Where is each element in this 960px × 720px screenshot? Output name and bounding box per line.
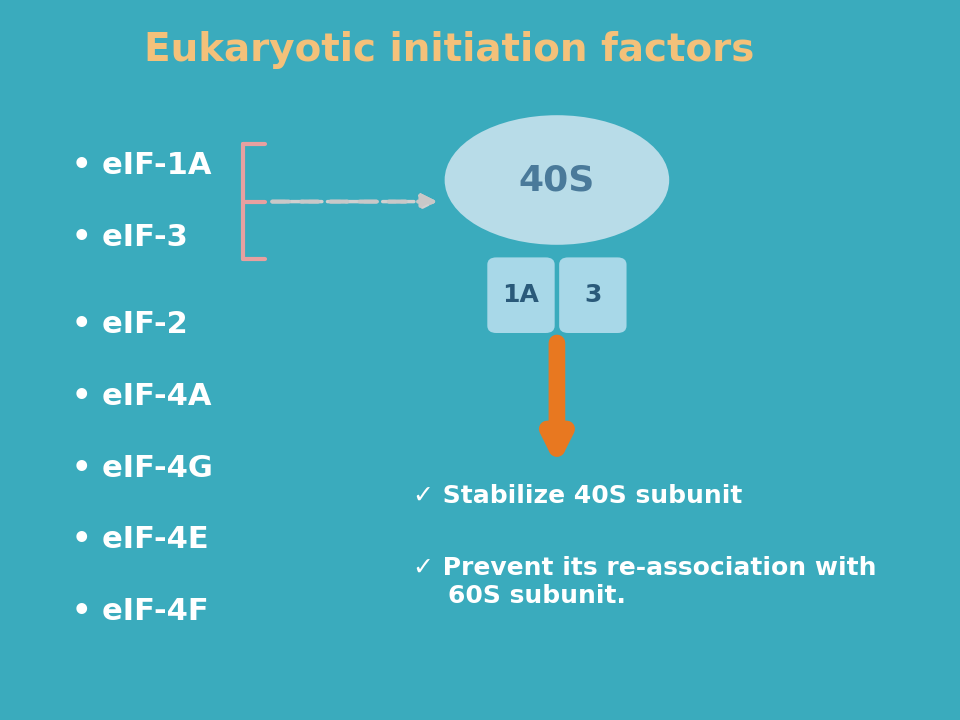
Text: • eIF-4E: • eIF-4E bbox=[72, 526, 208, 554]
Text: 3: 3 bbox=[585, 283, 602, 307]
Text: • eIF-2: • eIF-2 bbox=[72, 310, 187, 338]
Text: • eIF-4F: • eIF-4F bbox=[72, 598, 208, 626]
Text: 1A: 1A bbox=[502, 283, 540, 307]
Text: 40S: 40S bbox=[518, 163, 595, 197]
Text: • eIF-4G: • eIF-4G bbox=[72, 454, 213, 482]
FancyBboxPatch shape bbox=[559, 258, 627, 333]
FancyBboxPatch shape bbox=[488, 258, 555, 333]
Text: • eIF-3: • eIF-3 bbox=[72, 223, 187, 252]
Text: ✓ Prevent its re-association with
    60S subunit.: ✓ Prevent its re-association with 60S su… bbox=[413, 556, 876, 608]
Text: • eIF-4A: • eIF-4A bbox=[72, 382, 211, 410]
Text: Eukaryotic initiation factors: Eukaryotic initiation factors bbox=[144, 32, 755, 69]
Ellipse shape bbox=[444, 115, 669, 245]
Text: ✓ Stabilize 40S subunit: ✓ Stabilize 40S subunit bbox=[413, 484, 743, 508]
Text: • eIF-1A: • eIF-1A bbox=[72, 151, 211, 180]
